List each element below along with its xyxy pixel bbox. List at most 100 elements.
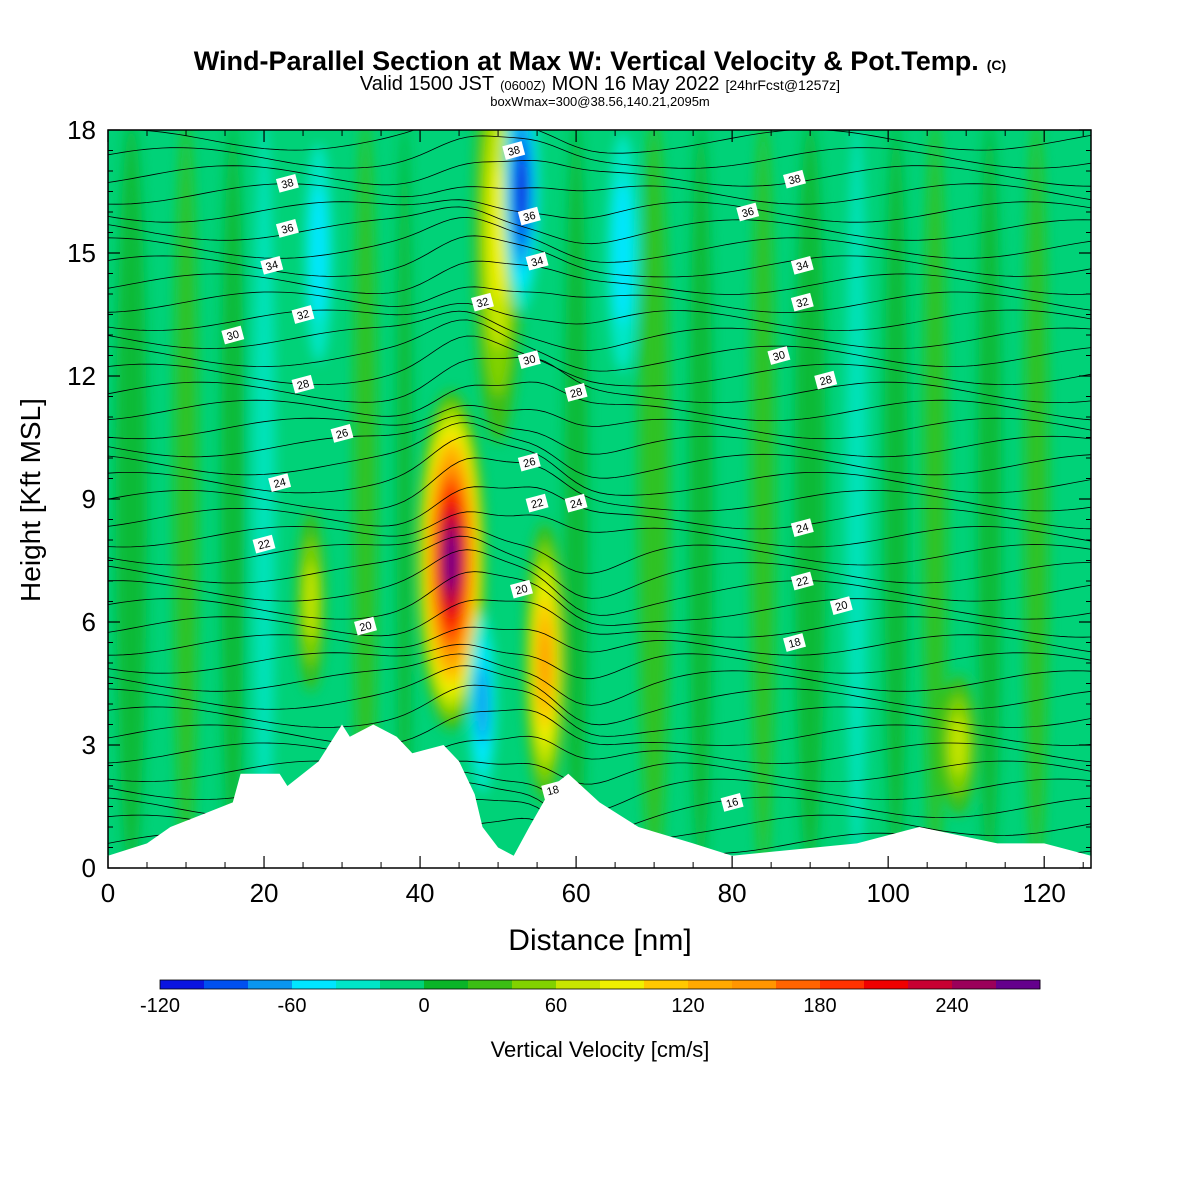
theta-label: 28 <box>291 374 315 394</box>
theta-label: 30 <box>517 350 541 369</box>
copyright-mark: (C) <box>987 57 1006 73</box>
theta-contour-line <box>108 626 1091 656</box>
svg-text:18: 18 <box>545 784 560 799</box>
theta-label: 28 <box>564 383 588 402</box>
updraft-contour <box>950 715 967 775</box>
colorbar-swatch <box>732 980 777 989</box>
svg-text:30: 30 <box>772 349 787 364</box>
velocity-band <box>689 130 713 868</box>
theta-label: 36 <box>517 206 541 226</box>
theta-label: 32 <box>471 292 494 312</box>
theta-contour-line <box>108 684 1091 737</box>
colorbar-swatch <box>424 980 469 989</box>
theta-label: 32 <box>291 305 315 324</box>
theta-label: 16 <box>720 793 744 812</box>
theta-contour-line <box>108 599 1091 638</box>
theta-label: 38 <box>502 141 526 160</box>
velocity-band <box>638 130 670 868</box>
theta-contour-line <box>108 310 1091 351</box>
theta-label: 26 <box>517 452 541 472</box>
colorbar-tick-label: 60 <box>545 995 567 1017</box>
updraft-contour <box>490 162 507 303</box>
y-tick-label: 0 <box>82 853 96 883</box>
colorbar-swatch <box>336 980 381 989</box>
downdraft-contour <box>310 187 328 319</box>
colorbar-swatch <box>820 980 865 989</box>
svg-text:36: 36 <box>740 206 755 221</box>
theta-contour-line <box>108 414 1091 458</box>
theta-contour-line <box>108 183 1091 205</box>
svg-text:28: 28 <box>296 378 311 393</box>
colorbar-swatch <box>688 980 733 989</box>
chart-subtitle-box: boxWmax=300@38.56,140.21,2095m <box>490 94 710 109</box>
x-tick-label: 60 <box>562 878 591 908</box>
theta-contour-line <box>108 735 1091 764</box>
velocity-band <box>845 130 869 868</box>
svg-text:18: 18 <box>787 636 802 651</box>
svg-text:28: 28 <box>818 374 833 389</box>
theta-label: 36 <box>275 219 299 238</box>
theta-contour-line <box>108 653 1091 706</box>
theta-label: 30 <box>221 325 245 345</box>
theta-contour-line <box>108 303 1091 331</box>
colorbar-frame <box>159 979 1041 990</box>
colorbar-tick-label: -60 <box>278 995 307 1017</box>
x-tick-label: 40 <box>406 878 435 908</box>
theta-contour-labels: 38 38 38 36 36 36 34 34 34 32 32 32 30 30 30 28 28 28 26 26… <box>221 141 853 812</box>
svg-text:20: 20 <box>834 599 849 614</box>
svg-text:24: 24 <box>795 521 810 536</box>
svg-text:32: 32 <box>795 296 810 311</box>
theta-label: 18 <box>783 633 806 652</box>
theta-label: 34 <box>260 255 284 275</box>
y-tick-label: 18 <box>67 115 96 145</box>
y-tick-label: 9 <box>82 484 96 514</box>
svg-text:38: 38 <box>787 173 802 188</box>
y-axis-label: Height [Kft MSL] <box>15 398 46 602</box>
x-tick-label: 80 <box>718 878 747 908</box>
colorbar-swatch <box>996 980 1041 989</box>
colorbar-swatch <box>248 980 293 989</box>
chart-title: Wind-Parallel Section at Max W: Vertical… <box>194 46 1006 76</box>
colorbar-swatch <box>776 980 821 989</box>
velocity-band <box>923 130 947 868</box>
theta-label: 32 <box>790 292 814 312</box>
theta-label: 24 <box>790 518 814 538</box>
svg-text:32: 32 <box>475 296 490 311</box>
theta-contour-line <box>108 571 1091 626</box>
velocity-band <box>115 130 148 868</box>
y-tick-label: 15 <box>67 238 96 268</box>
theta-label: 18 <box>541 780 565 800</box>
svg-text:28: 28 <box>569 386 584 401</box>
theta-contour-line <box>108 286 1091 313</box>
y-tick-label: 3 <box>82 730 96 760</box>
theta-contour-line <box>108 206 1091 245</box>
svg-text:34: 34 <box>795 259 810 274</box>
x-axis: 0 20 40 60 80 100 120 <box>101 130 1084 908</box>
theta-contour-line <box>108 422 1091 479</box>
colorbar-tick-label: 240 <box>935 995 968 1017</box>
x-tick-label: 0 <box>101 878 115 908</box>
theta-contour-line <box>108 535 1091 599</box>
theta-contour-line <box>108 260 1091 295</box>
theta-label: 36 <box>736 202 760 222</box>
svg-text:24: 24 <box>569 497 584 512</box>
terrain-mask <box>108 724 1091 868</box>
theta-contour-line <box>108 760 1091 785</box>
x-tick-label: 120 <box>1022 878 1065 908</box>
downdraft-contour <box>476 665 489 743</box>
svg-text:30: 30 <box>226 329 241 344</box>
x-tick-label: 100 <box>866 878 909 908</box>
colorbar-label: Vertical Velocity [cm/s] <box>491 1037 710 1062</box>
theta-label: 38 <box>783 169 806 189</box>
theta-contour-line <box>108 511 1091 548</box>
svg-text:38: 38 <box>506 144 521 159</box>
velocity-band <box>353 130 378 868</box>
svg-text:34: 34 <box>265 259 280 274</box>
svg-text:22: 22 <box>530 497 545 512</box>
colorbar-tick-label: 120 <box>671 995 704 1017</box>
colorbar-swatch <box>204 980 249 989</box>
theta-label: 34 <box>525 251 549 271</box>
velocity-band <box>884 130 908 868</box>
downdraft-contour <box>516 158 527 225</box>
